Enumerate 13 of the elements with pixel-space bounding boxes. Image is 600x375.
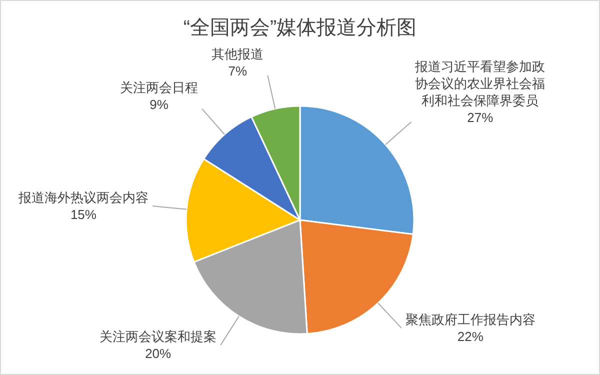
data-label: 15% — [70, 207, 97, 222]
data-label: 27% — [467, 110, 494, 125]
slice-label: 关注两会日程 — [120, 80, 198, 95]
data-label: 9% — [150, 96, 169, 112]
slice-label: 报道海外热议两会内容 — [17, 190, 148, 206]
data-label: 22% — [457, 329, 484, 344]
data-label: 20% — [145, 346, 172, 362]
slice-label: 关注两会议案和提案 — [100, 329, 217, 344]
slice-label: 报道习近平看望参加政协会议的农业界社会福利和社会保障界委员 — [414, 58, 546, 108]
data-label: 7% — [228, 63, 248, 78]
chart-title: “全国两会”媒体报道分析图 — [183, 17, 417, 39]
slice-label: 聚焦政府工作报告内容 — [405, 312, 536, 328]
slice-label: 其他报道 — [212, 46, 264, 62]
